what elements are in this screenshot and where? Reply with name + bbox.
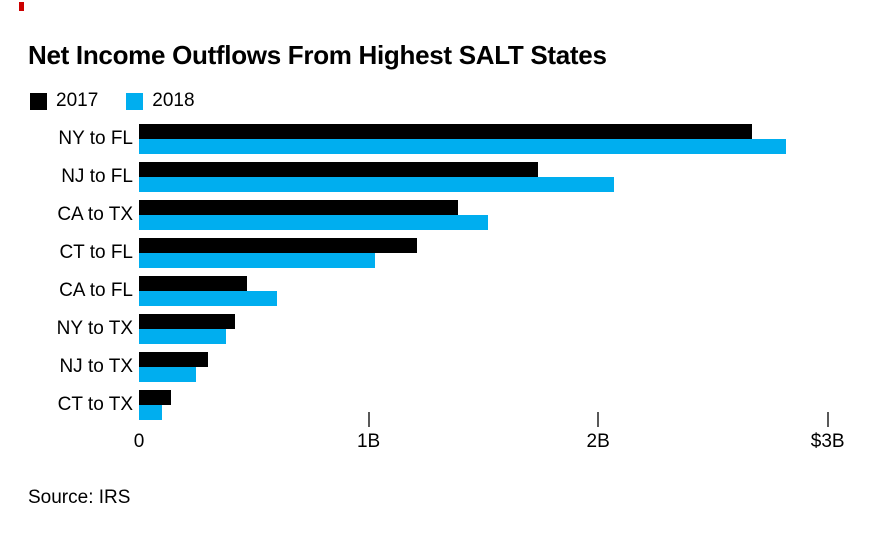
bar-2018 bbox=[139, 253, 376, 268]
bar-row: CA to TX bbox=[0, 200, 889, 230]
axis-tick-label: 1B bbox=[356, 431, 381, 452]
legend-swatch-2018 bbox=[126, 92, 144, 110]
legend-item-2017: 2017 bbox=[30, 90, 98, 112]
bar-2017 bbox=[139, 314, 236, 329]
bar-2017 bbox=[139, 352, 208, 367]
source-note: Source: IRS bbox=[28, 487, 131, 508]
bar-2018 bbox=[139, 329, 227, 344]
bar-group bbox=[139, 162, 889, 192]
brand-red-tick bbox=[19, 2, 24, 11]
legend-item-2018: 2018 bbox=[126, 90, 195, 112]
axis-tick-label: 2B bbox=[586, 431, 610, 452]
bar-group bbox=[139, 200, 889, 230]
legend-label: 2018 bbox=[152, 90, 195, 111]
axis-tick-label: 0 bbox=[133, 431, 145, 452]
category-label: NY to TX bbox=[56, 318, 133, 339]
category-label: NY to FL bbox=[58, 128, 133, 149]
legend-swatch-2017 bbox=[30, 92, 47, 110]
axis-tick bbox=[367, 412, 370, 427]
bar-group bbox=[139, 238, 889, 268]
axis-tick bbox=[597, 412, 600, 427]
bar-row: CA to FL bbox=[0, 276, 889, 306]
bar-2018 bbox=[139, 367, 197, 382]
category-label: CA to FL bbox=[59, 280, 133, 301]
bar-group bbox=[139, 314, 889, 344]
bar-group bbox=[139, 352, 889, 382]
category-label: NJ to FL bbox=[61, 166, 133, 187]
bar-2018 bbox=[139, 291, 277, 306]
bar-2017 bbox=[139, 162, 539, 177]
bar-2017 bbox=[139, 390, 172, 405]
bar-row: NJ to FL bbox=[0, 162, 889, 192]
bar-group bbox=[139, 124, 889, 154]
bar-2017 bbox=[139, 238, 417, 253]
bar-row: NY to TX bbox=[0, 314, 889, 344]
category-label: CT to FL bbox=[59, 242, 133, 263]
bar-chart-plot: NY to FL NJ to FL CA to TX CT to FL CA to FL… bbox=[0, 124, 889, 428]
x-axis: 0 1B 2B $3B bbox=[134, 412, 889, 454]
axis-tick bbox=[826, 412, 829, 427]
legend: 2017 2018 bbox=[30, 90, 195, 112]
bar-row: CT to TX bbox=[0, 390, 889, 420]
bar-2017 bbox=[139, 276, 247, 291]
bar-2018 bbox=[139, 405, 162, 420]
category-label: CA to TX bbox=[57, 204, 133, 225]
axis-tick-label: $3B bbox=[810, 431, 845, 452]
bar-2018 bbox=[139, 139, 787, 154]
bar-row: CT to FL bbox=[0, 238, 889, 268]
chart-title: Net Income Outflows From Highest SALT St… bbox=[28, 40, 607, 70]
bar-2017 bbox=[139, 124, 752, 139]
bar-row: NY to FL bbox=[0, 124, 889, 154]
bar-group bbox=[139, 276, 889, 306]
bar-row: NJ to TX bbox=[0, 352, 889, 382]
bar-group bbox=[139, 390, 889, 420]
category-label: NJ to TX bbox=[59, 356, 133, 377]
bar-2017 bbox=[139, 200, 459, 215]
bar-2018 bbox=[139, 215, 488, 230]
bar-2018 bbox=[139, 177, 615, 192]
legend-label: 2017 bbox=[56, 90, 99, 111]
category-label: CT to TX bbox=[57, 394, 133, 415]
